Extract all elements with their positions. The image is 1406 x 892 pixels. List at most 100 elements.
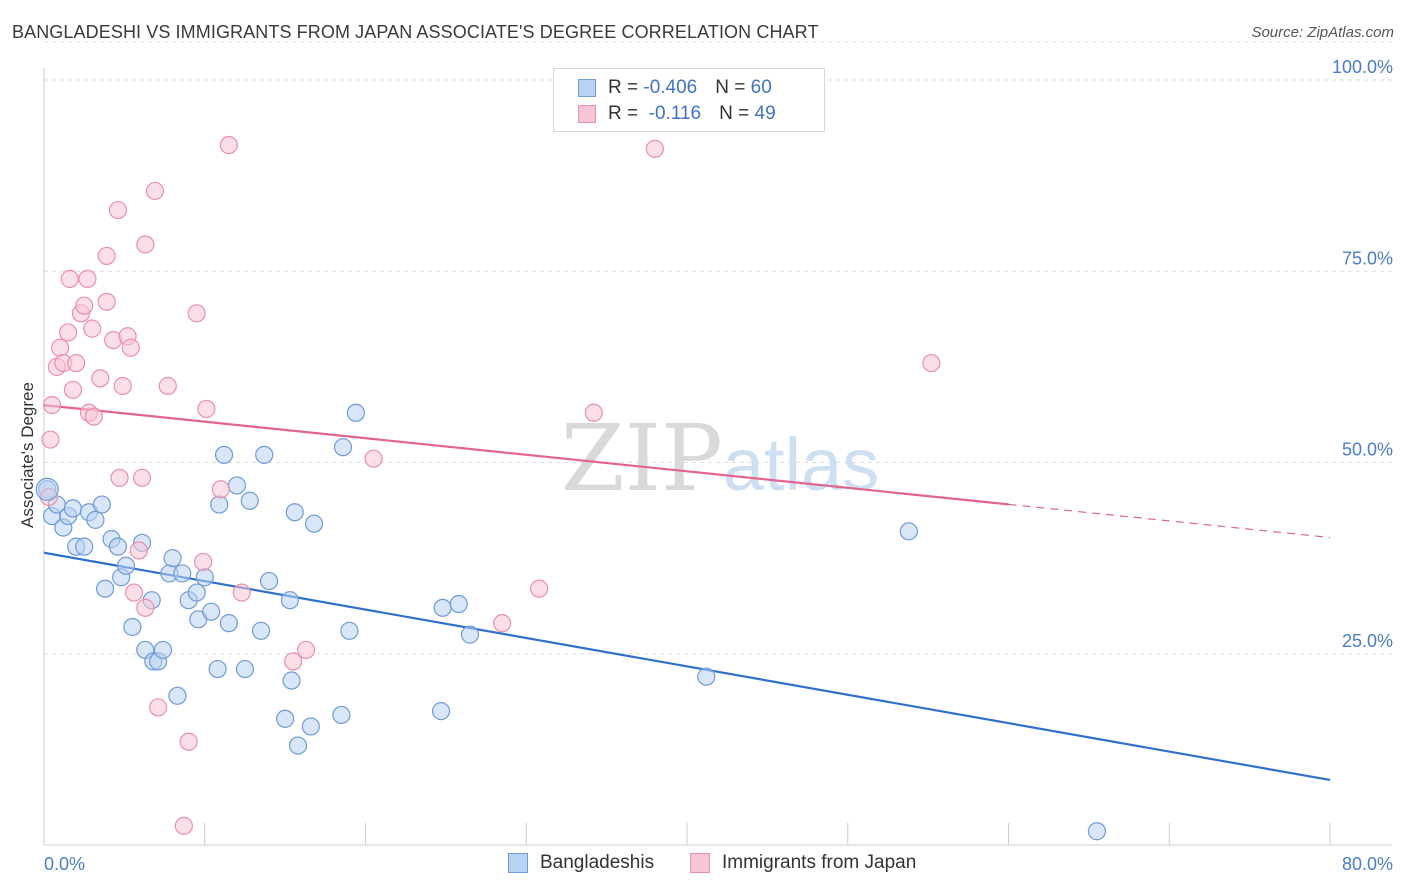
- n-value: 60: [750, 77, 772, 98]
- bangladeshi-point: [431, 702, 451, 721]
- japan-point: [60, 269, 79, 288]
- bangladeshi-point: [163, 549, 182, 568]
- japan-point: [136, 598, 155, 617]
- y-axis-label: Associate's Degree: [18, 382, 37, 528]
- bangladeshi-point: [332, 705, 351, 725]
- n-value: 49: [754, 103, 776, 124]
- correlation-legend: R = -0.406 N = 60 R = -0.116 N = 49: [553, 68, 825, 132]
- pink-swatch: [578, 105, 596, 123]
- bangladeshi-point: [235, 659, 255, 679]
- bangladeshi-point: [86, 510, 105, 529]
- axes: [43, 68, 1392, 846]
- bangladeshi-point: [208, 659, 227, 679]
- japan-point: [232, 583, 251, 602]
- japan-point: [110, 468, 129, 487]
- bangladeshi-point: [168, 686, 187, 705]
- bangladeshi-point: [697, 667, 716, 686]
- bangladeshi-point: [282, 671, 301, 690]
- japan-point: [194, 552, 213, 572]
- japan-point: [129, 541, 148, 560]
- japan-point: [42, 396, 62, 415]
- r-value: -0.406: [643, 77, 698, 98]
- japan-trend-line: [43, 404, 1009, 506]
- japan-point: [645, 139, 664, 158]
- n-label: N =: [719, 103, 755, 124]
- bangladeshi-point: [240, 491, 259, 510]
- x-tick-label: 0.0%: [44, 854, 85, 874]
- japan-point: [50, 338, 70, 357]
- bangladeshi-point: [123, 617, 142, 637]
- bangladeshi-point: [153, 640, 173, 660]
- bangladeshi-point: [227, 476, 246, 495]
- bangladeshi-point: [187, 583, 206, 602]
- bangladeshi-point: [195, 568, 214, 587]
- bangladeshi-point: [285, 503, 304, 522]
- japan-point: [219, 135, 238, 155]
- bangladeshi-point: [75, 537, 94, 556]
- legend-item-bangladeshis: Bangladeshis: [508, 852, 654, 874]
- bangladeshi-point: [276, 709, 295, 728]
- blue-swatch: [578, 79, 596, 97]
- japan-point: [113, 376, 132, 396]
- japan-point: [296, 640, 316, 660]
- y-tick-label: 100.0%: [1332, 57, 1393, 77]
- chart-title: BANGLADESHI VS IMMIGRANTS FROM JAPAN ASS…: [12, 22, 819, 42]
- bangladeshi-point: [280, 591, 300, 610]
- japan-point: [174, 816, 193, 835]
- data-points: [35, 135, 1107, 841]
- watermark: ZIPatlas: [561, 405, 879, 512]
- y-tick-label: 50.0%: [1342, 440, 1393, 460]
- bangladeshi-point: [219, 614, 238, 633]
- bangladeshi-point: [460, 625, 480, 644]
- japan-point: [145, 181, 165, 201]
- japan-point: [187, 304, 206, 323]
- bangladeshi-point: [251, 621, 271, 640]
- r-value: -0.116: [643, 103, 702, 124]
- r-label: R =: [608, 103, 644, 124]
- bangladeshi-point: [255, 445, 274, 464]
- bangladeshi-trend-line: [43, 551, 1331, 782]
- japan-trend-line-extension: [1008, 503, 1331, 539]
- japan-point: [41, 430, 60, 449]
- japan-point: [67, 353, 86, 373]
- y-tick-label: 75.0%: [1342, 248, 1393, 268]
- bangladeshi-point: [301, 717, 320, 736]
- japan-point: [78, 269, 97, 288]
- bangladeshi-point: [92, 495, 111, 514]
- bangladeshi-point: [899, 522, 918, 541]
- n-label: N =: [715, 77, 751, 98]
- japan-point: [121, 338, 140, 357]
- japan-point: [179, 732, 198, 751]
- japan-point: [530, 579, 549, 598]
- source-label: Source: ZipAtlas.com: [1251, 24, 1394, 41]
- japan-point: [97, 292, 116, 311]
- series-legend: Bangladeshis Immigrants from Japan: [0, 852, 1406, 878]
- y-tick-label: 25.0%: [1342, 631, 1393, 651]
- legend-label: Immigrants from Japan: [722, 852, 917, 873]
- japan-point: [132, 468, 152, 487]
- japan-point: [108, 200, 128, 220]
- japan-point: [211, 480, 230, 499]
- japan-point: [922, 353, 941, 373]
- japan-point: [59, 323, 78, 342]
- japan-point: [91, 369, 110, 388]
- bangladeshi-point: [202, 602, 221, 621]
- japan-point: [284, 652, 303, 671]
- japan-point: [63, 380, 83, 399]
- blue-swatch: [508, 853, 528, 873]
- bangladeshi-point: [333, 438, 353, 457]
- r-label: R =: [608, 77, 644, 98]
- bangladeshi-point: [449, 594, 468, 614]
- bangladeshi-point: [214, 445, 234, 464]
- japan-point: [83, 319, 102, 338]
- japan-point: [84, 407, 103, 426]
- japan-point: [364, 449, 383, 468]
- legend-label: Bangladeshis: [540, 852, 655, 873]
- bangladeshi-point: [108, 537, 128, 556]
- legend-row-japan: R = -0.116 N = 49: [578, 102, 776, 126]
- japan-point: [197, 399, 216, 419]
- bangladeshi-point: [259, 571, 279, 591]
- bangladeshi-point: [210, 495, 229, 514]
- bangladeshi-point: [433, 598, 452, 617]
